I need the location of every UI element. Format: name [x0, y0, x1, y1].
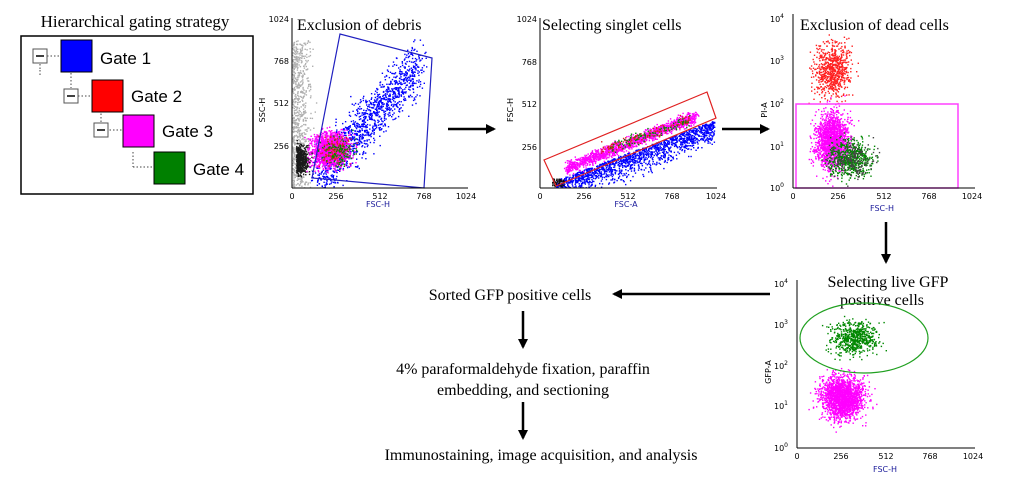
flow-arrows — [448, 124, 891, 440]
plot-gfp-title-line-1: Selecting live GFP — [828, 274, 949, 291]
gfp-xtick-0: 0 — [794, 452, 799, 461]
gate-1-expander[interactable] — [32, 48, 48, 64]
dead-xtick-1: 256 — [830, 192, 845, 201]
singlet-ytick-0: 256 — [522, 143, 537, 152]
plot-gfp-title-line-2: positive cells — [840, 292, 924, 309]
debris-ytick-2: 768 — [274, 57, 289, 66]
gate-4-swatch — [153, 151, 186, 185]
gfp-ytick-0: 100 — [774, 442, 788, 453]
dead-ytick-0: 100 — [770, 182, 784, 193]
workflow-step-sorted: Sorted GFP positive cells — [429, 287, 592, 304]
plot-dead: Exclusion of dead cells 0 256 512 768 10… — [760, 13, 982, 213]
gfp-ytick-3: 103 — [774, 319, 788, 330]
workflow-step-immunostaining: Immunostaining, image acquisition, and a… — [385, 447, 698, 464]
gate-1-label: Gate 1 — [100, 49, 151, 68]
debris-gate — [311, 33, 433, 189]
debris-ylabel: SSC-H — [258, 98, 267, 123]
gfp-ytick-2: 102 — [774, 360, 788, 371]
debris-xtick-1: 256 — [328, 192, 343, 201]
singlet-ytick-2: 768 — [522, 58, 537, 67]
singlet-xtick-4: 1024 — [706, 192, 726, 201]
debris-ytick-3: 1024 — [269, 15, 289, 24]
dead-xtick-2: 512 — [876, 192, 891, 201]
singlet-xtick-0: 0 — [537, 192, 542, 201]
gfp-gate — [799, 302, 929, 374]
plot-singlet-title: Selecting singlet cells — [542, 17, 682, 34]
gfp-xtick-2: 512 — [878, 452, 893, 461]
plot-debris-points — [292, 39, 428, 188]
singlet-ytick-1: 512 — [522, 100, 537, 109]
debris-xtick-3: 768 — [416, 192, 431, 201]
gate-2-expander[interactable] — [63, 88, 79, 104]
gfp-xtick-3: 768 — [922, 452, 937, 461]
singlet-ytick-3: 1024 — [517, 15, 537, 24]
singlet-xlabel: FSC-A — [614, 200, 638, 209]
debris-xtick-0: 0 — [289, 192, 294, 201]
gate-3-swatch — [122, 114, 155, 148]
plot-debris: Exclusion of debris 0 256 512 768 1024 2… — [258, 15, 476, 209]
gate-1-swatch — [60, 39, 93, 73]
dead-xtick-0: 0 — [790, 192, 795, 201]
gfp-ytick-1: 101 — [774, 400, 788, 411]
gfp-xlabel: FSC-H — [873, 465, 897, 474]
dead-ytick-2: 102 — [770, 98, 784, 109]
workflow-step-fixation-line-1: 4% paraformaldehyde fixation, paraffin — [396, 361, 650, 378]
dead-ylabel: PI-A — [760, 102, 769, 118]
plot-gfp-points — [808, 315, 887, 433]
legend-title: Hierarchical gating strategy — [41, 12, 230, 31]
gfp-ytick-4: 104 — [774, 278, 788, 289]
dead-xlabel: FSC-H — [870, 204, 894, 213]
singlet-xtick-3: 768 — [664, 192, 679, 201]
debris-xtick-4: 1024 — [456, 192, 476, 201]
singlet-gate — [543, 91, 717, 187]
plot-debris-title: Exclusion of debris — [297, 17, 421, 34]
singlet-xtick-2: 512 — [620, 192, 635, 201]
dead-xtick-4: 1024 — [962, 192, 982, 201]
gate-2-swatch — [91, 79, 124, 113]
dead-ytick-4: 104 — [770, 13, 784, 24]
debris-xlabel: FSC-H — [366, 200, 390, 209]
plot-dead-title: Exclusion of dead cells — [800, 17, 949, 34]
gfp-xtick-4: 1024 — [963, 452, 983, 461]
debris-ytick-1: 512 — [274, 99, 289, 108]
gate-4-label: Gate 4 — [193, 160, 244, 179]
dead-ytick-1: 101 — [770, 141, 784, 152]
singlet-xtick-1: 256 — [576, 192, 591, 201]
dead-ytick-3: 103 — [770, 55, 784, 66]
debris-xtick-2: 512 — [372, 192, 387, 201]
gate-3-label: Gate 3 — [162, 122, 213, 141]
gfp-ylabel: GFP-A — [764, 360, 773, 384]
gate-3-expander[interactable] — [93, 122, 109, 138]
workflow-step-fixation-line-2: embedding, and sectioning — [437, 382, 609, 399]
gate-2-label: Gate 2 — [131, 87, 182, 106]
singlet-ylabel: FSC-H — [506, 98, 515, 122]
plot-singlet: Selecting singlet cells 0 256 512 768 10… — [506, 15, 726, 209]
plot-dead-points — [808, 34, 881, 187]
debris-ytick-0: 256 — [274, 142, 289, 151]
dead-xtick-3: 768 — [921, 192, 936, 201]
plot-gfp: Selecting live GFP positive cells 0 256 … — [764, 274, 983, 474]
gfp-xtick-1: 256 — [833, 452, 848, 461]
